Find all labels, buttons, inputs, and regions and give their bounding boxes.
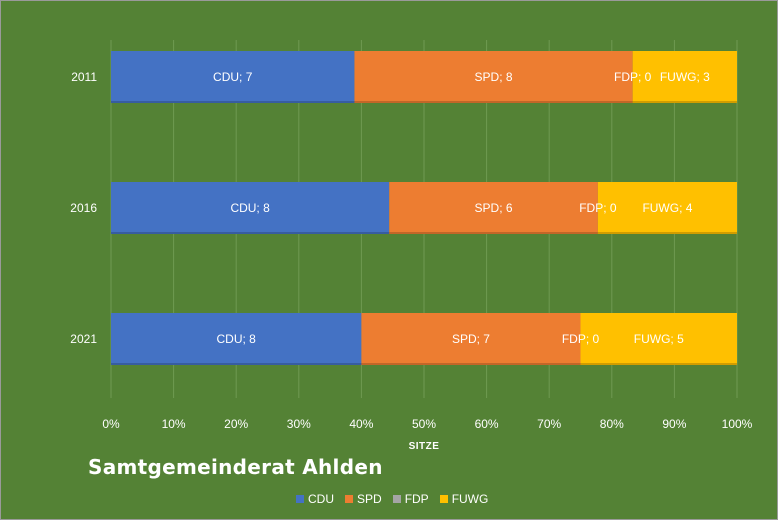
category-label: 2016 (70, 201, 97, 215)
data-label-cdu: CDU; 8 (230, 201, 270, 215)
x-tick-label: 50% (412, 417, 436, 431)
x-tick-label: 30% (287, 417, 311, 431)
legend-item-spd: SPD (345, 492, 382, 506)
bar-segment-fuwg (597, 182, 737, 234)
legend-swatch (392, 495, 401, 503)
x-tick-label: 100% (722, 417, 753, 431)
bar-segment-cdu (111, 313, 362, 365)
bar-segment-fuwg (580, 313, 737, 365)
legend-label: SPD (357, 492, 382, 506)
category-label: 2011 (71, 70, 97, 84)
category-label: 2021 (70, 332, 97, 346)
legend-item-fdp: FDP (392, 492, 429, 506)
bar-shadow (632, 101, 737, 103)
data-label-fdp: FDP; 0 (614, 70, 652, 84)
bar-shadow (111, 101, 355, 103)
legend-label: CDU (308, 492, 334, 506)
data-label-spd: SPD; 6 (475, 201, 513, 215)
bar-shadow (361, 363, 581, 365)
legend-swatch (439, 495, 448, 503)
bar-shadow (389, 232, 598, 234)
x-tick-label: 80% (600, 417, 624, 431)
bar-shadow (580, 363, 737, 365)
data-label-fuwg: FUWG; 5 (634, 332, 684, 346)
data-label-fuwg: FUWG; 3 (660, 70, 710, 84)
bar-shadow (354, 101, 633, 103)
legend-swatch (345, 495, 353, 503)
bar-segment-spd (354, 51, 633, 103)
x-tick-label: 0% (102, 417, 120, 431)
bar-shadow (111, 363, 362, 365)
legend-item-fuwg: FUWG (439, 492, 489, 506)
x-tick-label: 20% (224, 417, 248, 431)
bar-shadow (597, 232, 737, 234)
data-label-fuwg: FUWG; 4 (642, 201, 692, 215)
data-label-spd: SPD; 8 (475, 70, 513, 84)
bar-segment-spd (389, 182, 598, 234)
bar-segment-spd (361, 313, 581, 365)
data-label-fdp: FDP; 0 (562, 332, 600, 346)
bar-segment-cdu (111, 182, 390, 234)
legend-label: FUWG (451, 492, 489, 506)
legend-label: FDP (404, 492, 429, 506)
x-axis-title: SITZE (409, 441, 440, 452)
x-tick-label: 70% (537, 417, 561, 431)
x-tick-label: 40% (349, 417, 373, 431)
legend: CDU SPD FDP FUWG (296, 492, 488, 506)
data-label-spd: SPD; 7 (452, 332, 490, 346)
bar-segment-cdu (111, 51, 355, 103)
bar-segment-fuwg (632, 51, 737, 103)
legend-item-cdu: CDU (296, 492, 334, 506)
data-label-cdu: CDU; 8 (217, 332, 257, 346)
x-tick-label: 10% (162, 417, 186, 431)
data-label-cdu: CDU; 7 (213, 70, 253, 84)
x-tick-label: 60% (475, 417, 499, 431)
legend-swatch (296, 495, 304, 503)
bar-shadow (111, 232, 390, 234)
x-tick-label: 90% (662, 417, 686, 431)
data-label-fdp: FDP; 0 (579, 201, 617, 215)
chart-title: Samtgemeinderat Ahlden (88, 455, 383, 479)
